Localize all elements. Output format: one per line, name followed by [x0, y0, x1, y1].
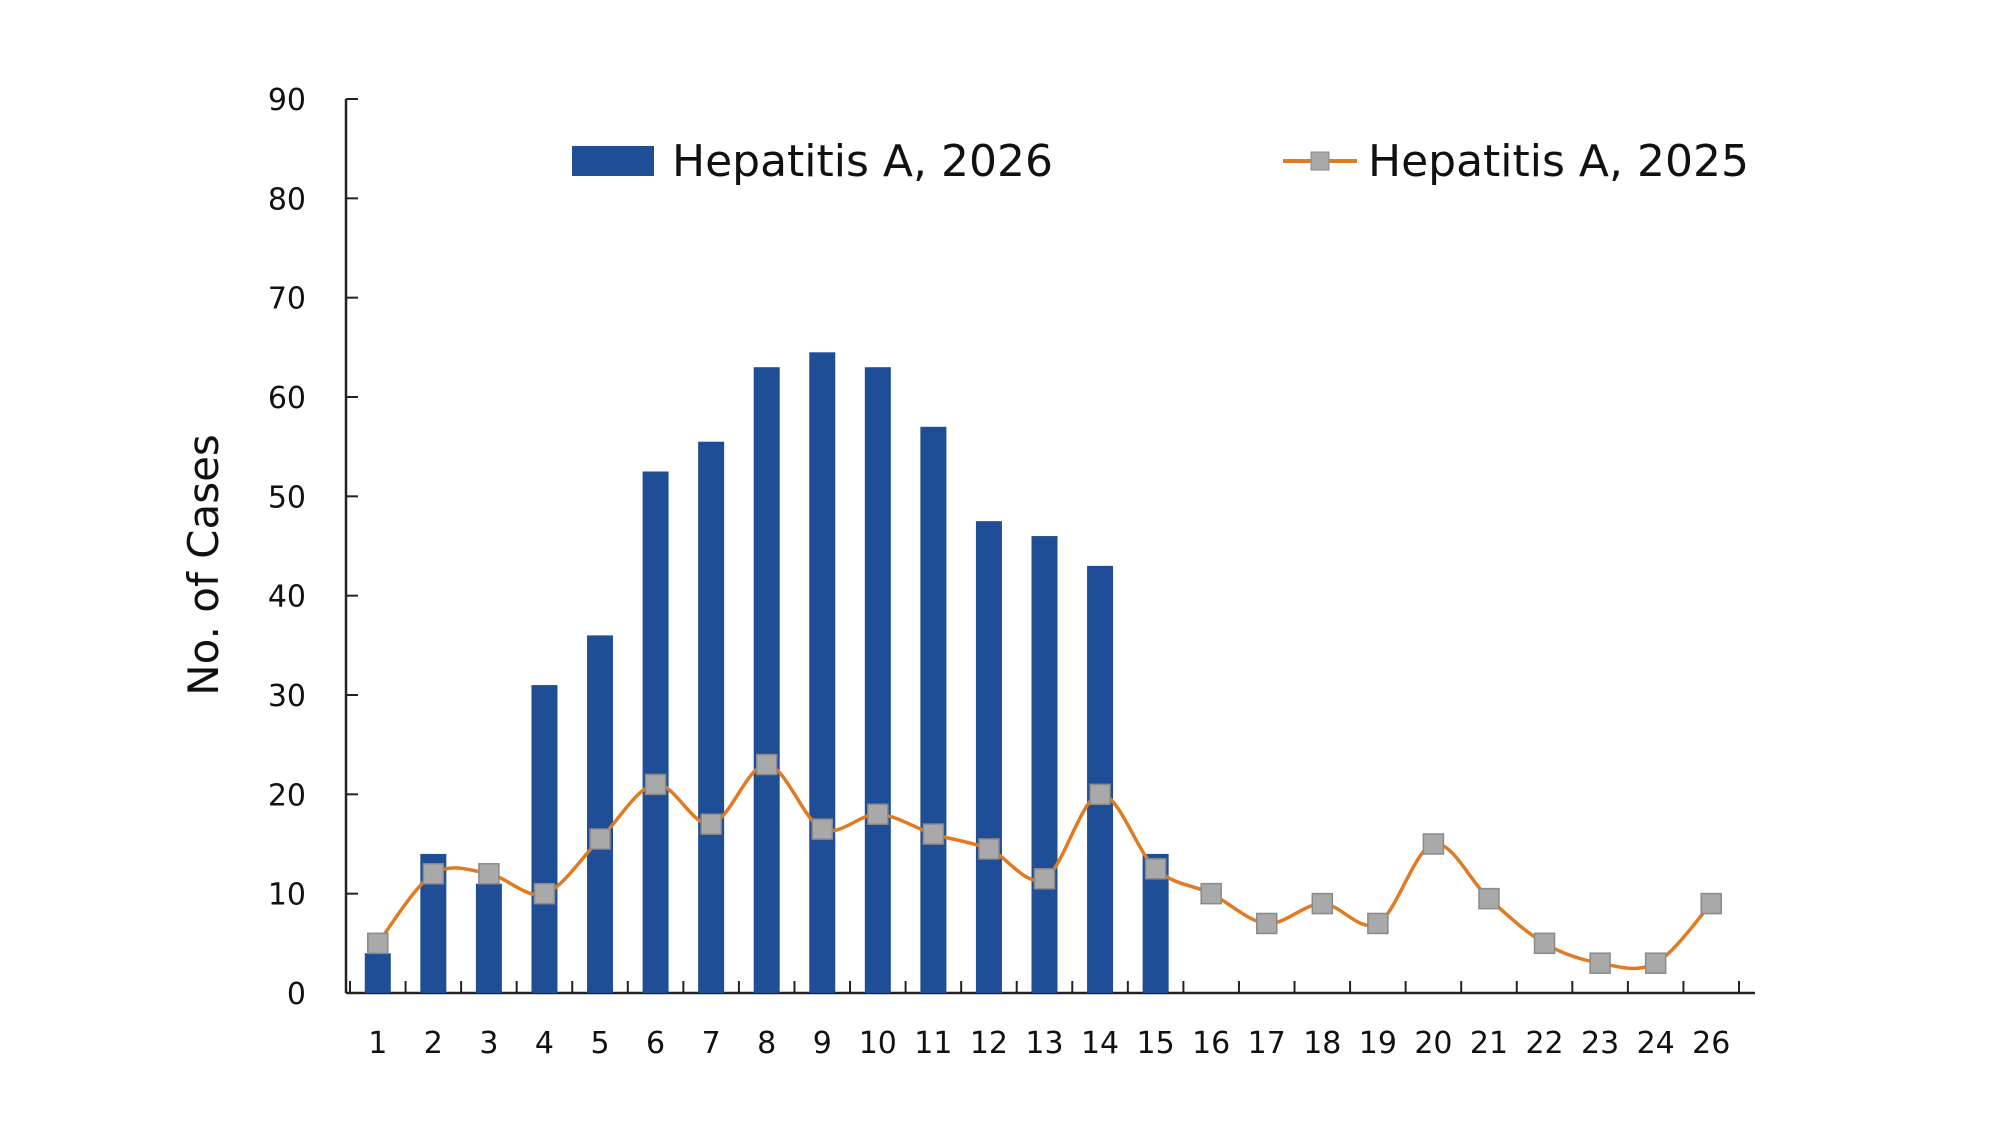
line-marker — [478, 863, 500, 885]
y-tick-label: 60 — [268, 381, 306, 416]
x-tick-label: 5 — [590, 1026, 609, 1061]
bar — [920, 426, 947, 993]
x-tick-label: 17 — [1248, 1026, 1286, 1061]
bar — [364, 953, 391, 993]
x-tick-label: 24 — [1637, 1026, 1675, 1061]
line-marker — [1367, 912, 1389, 935]
x-tick-label: 26 — [1692, 1026, 1730, 1061]
x-tick-label: 8 — [757, 1026, 776, 1061]
line-marker — [1644, 952, 1667, 974]
line-marker — [978, 838, 1000, 860]
line-marker — [1200, 882, 1222, 905]
y-tick-label: 70 — [268, 282, 306, 317]
line-marker — [1089, 783, 1111, 806]
line-marker — [1033, 868, 1056, 890]
x-tick-label: 10 — [859, 1026, 897, 1061]
line-marker — [922, 823, 945, 845]
legend-marker — [1310, 151, 1330, 171]
y-tick-label: 20 — [268, 778, 306, 813]
bar — [698, 441, 725, 993]
line-marker — [1589, 952, 1611, 974]
x-tick-label: 20 — [1414, 1026, 1452, 1061]
y-tick-label: 10 — [268, 878, 306, 913]
legend-swatch-bar — [572, 146, 654, 176]
x-tick-label: 9 — [813, 1026, 832, 1061]
bar — [864, 367, 891, 993]
y-tick-label: 40 — [268, 580, 306, 615]
line-marker — [1311, 892, 1334, 915]
bar — [975, 521, 1002, 993]
y-axis-label: No. of Cases — [179, 434, 228, 696]
line-marker — [1422, 833, 1445, 855]
x-tick-label: 22 — [1525, 1026, 1563, 1061]
line-marker — [367, 932, 389, 955]
line-marker — [1533, 932, 1556, 955]
line-marker — [644, 773, 667, 796]
bar-series — [364, 352, 1169, 993]
x-tick-label: 6 — [646, 1026, 665, 1061]
line-marker — [1144, 858, 1167, 880]
bar — [1087, 565, 1114, 993]
bar — [1031, 536, 1058, 993]
line-marker — [867, 803, 889, 825]
x-tick-label: 7 — [702, 1026, 721, 1061]
y-tick-label: 80 — [268, 182, 306, 217]
y-tick-label: 50 — [268, 480, 306, 515]
line-marker — [1255, 912, 1278, 935]
bar — [809, 352, 836, 993]
line-marker — [755, 753, 778, 776]
legend: Hepatitis A, 2026 Hepatitis A, 2025 — [572, 136, 1749, 187]
legend-label-2025: Hepatitis A, 2025 — [1368, 136, 1749, 187]
x-tick-label: 16 — [1192, 1026, 1230, 1061]
x-tick-label: 1 — [368, 1026, 387, 1061]
x-tick-label: 2 — [424, 1026, 443, 1061]
x-tick-label: 21 — [1470, 1026, 1508, 1061]
bar — [531, 685, 558, 993]
x-tick-label: 14 — [1081, 1026, 1119, 1061]
line-marker — [422, 863, 445, 885]
y-tick-label: 90 — [268, 83, 306, 118]
line-marker — [1700, 892, 1722, 915]
x-tick-label: 13 — [1025, 1026, 1063, 1061]
line-marker — [589, 828, 611, 850]
x-tick-label: 4 — [535, 1026, 554, 1061]
x-tick-label: 15 — [1137, 1026, 1175, 1061]
x-tick-label: 19 — [1359, 1026, 1397, 1061]
line-marker — [700, 813, 722, 835]
legend-label-2026: Hepatitis A, 2026 — [672, 136, 1053, 187]
bar — [475, 883, 502, 993]
line-series — [367, 753, 1722, 974]
bar — [753, 367, 780, 993]
bar — [587, 635, 614, 993]
x-tick-label: 18 — [1303, 1026, 1341, 1061]
line-marker — [811, 818, 834, 840]
line-marker — [533, 882, 556, 905]
x-tick-label: 12 — [970, 1026, 1008, 1061]
x-tick-label: 3 — [479, 1026, 498, 1061]
line-marker — [1478, 887, 1500, 910]
bar — [642, 471, 669, 993]
x-tick-label: 23 — [1581, 1026, 1619, 1061]
y-tick-label: 0 — [287, 977, 306, 1012]
y-tick-label: 30 — [268, 679, 306, 714]
x-tick-label: 11 — [914, 1026, 952, 1061]
